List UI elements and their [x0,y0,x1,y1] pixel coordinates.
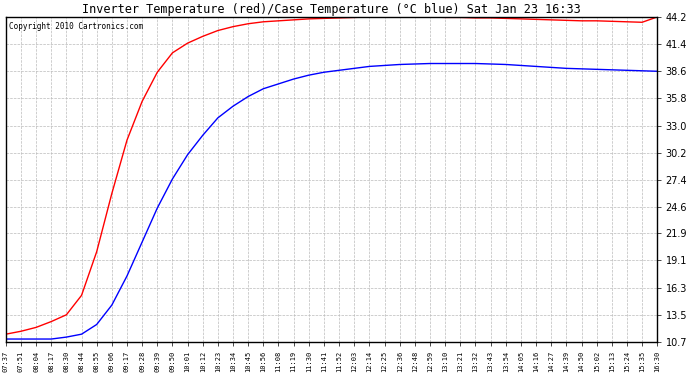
Title: Inverter Temperature (red)/Case Temperature (°C blue) Sat Jan 23 16:33: Inverter Temperature (red)/Case Temperat… [82,3,581,16]
Text: Copyright 2010 Cartronics.com: Copyright 2010 Cartronics.com [9,22,143,31]
